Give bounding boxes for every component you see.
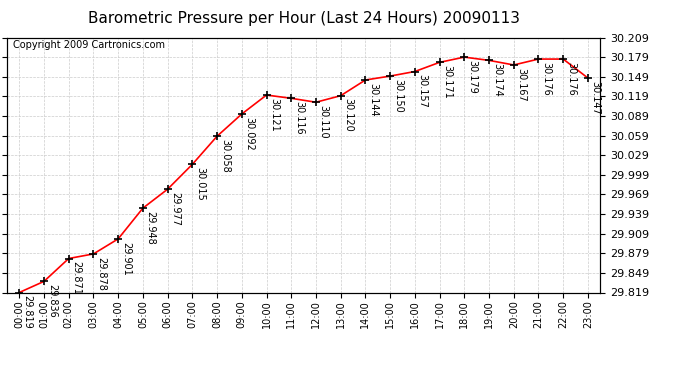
Text: 29.819: 29.819: [22, 295, 32, 329]
Text: 30.157: 30.157: [417, 74, 428, 108]
Text: 30.120: 30.120: [344, 99, 353, 132]
Text: 30.147: 30.147: [591, 81, 601, 115]
Text: Barometric Pressure per Hour (Last 24 Hours) 20090113: Barometric Pressure per Hour (Last 24 Ho…: [88, 11, 520, 26]
Text: 29.836: 29.836: [47, 284, 57, 318]
Text: 29.871: 29.871: [72, 261, 81, 295]
Text: 30.176: 30.176: [566, 62, 576, 96]
Text: 30.144: 30.144: [368, 83, 378, 116]
Text: 30.179: 30.179: [467, 60, 477, 94]
Text: 30.174: 30.174: [492, 63, 502, 97]
Text: 29.878: 29.878: [96, 257, 106, 291]
Text: 30.092: 30.092: [244, 117, 255, 150]
Text: 30.058: 30.058: [220, 139, 230, 173]
Text: 30.167: 30.167: [517, 68, 526, 102]
Text: 29.901: 29.901: [121, 242, 131, 275]
Text: 30.176: 30.176: [541, 62, 551, 96]
Text: 30.110: 30.110: [319, 105, 328, 139]
Text: 29.977: 29.977: [170, 192, 180, 226]
Text: 30.150: 30.150: [393, 79, 403, 112]
Text: 29.948: 29.948: [146, 211, 156, 244]
Text: Copyright 2009 Cartronics.com: Copyright 2009 Cartronics.com: [13, 40, 165, 50]
Text: 30.121: 30.121: [269, 98, 279, 132]
Text: 30.116: 30.116: [294, 101, 304, 135]
Text: 30.171: 30.171: [442, 65, 453, 99]
Text: 30.015: 30.015: [195, 167, 205, 201]
